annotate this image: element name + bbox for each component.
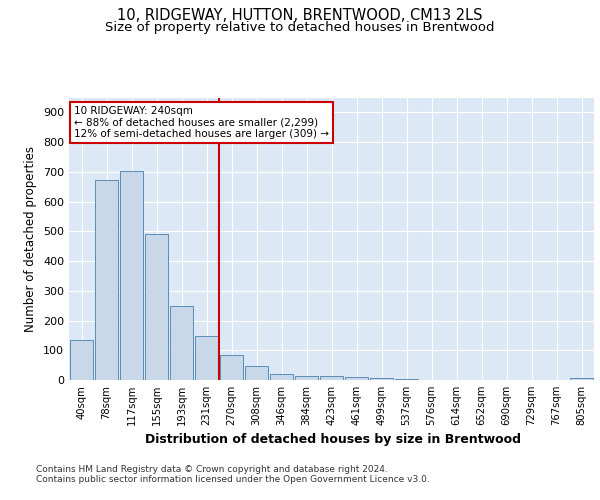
- Bar: [320, 376, 343, 380]
- Bar: [569, 378, 593, 380]
- Text: Distribution of detached houses by size in Brentwood: Distribution of detached houses by size …: [145, 432, 521, 446]
- Bar: [344, 377, 368, 380]
- Bar: [145, 234, 169, 380]
- Bar: [370, 378, 394, 380]
- Bar: [70, 340, 94, 380]
- Bar: [170, 306, 193, 380]
- Bar: [194, 336, 218, 380]
- Bar: [95, 180, 118, 380]
- Text: 10 RIDGEWAY: 240sqm
← 88% of detached houses are smaller (2,299)
12% of semi-det: 10 RIDGEWAY: 240sqm ← 88% of detached ho…: [74, 106, 329, 139]
- Text: Contains HM Land Registry data © Crown copyright and database right 2024.
Contai: Contains HM Land Registry data © Crown c…: [36, 465, 430, 484]
- Bar: [245, 366, 268, 380]
- Bar: [119, 171, 143, 380]
- Text: 10, RIDGEWAY, HUTTON, BRENTWOOD, CM13 2LS: 10, RIDGEWAY, HUTTON, BRENTWOOD, CM13 2L…: [117, 8, 483, 22]
- Y-axis label: Number of detached properties: Number of detached properties: [25, 146, 37, 332]
- Bar: [269, 374, 293, 380]
- Text: Size of property relative to detached houses in Brentwood: Size of property relative to detached ho…: [105, 21, 495, 34]
- Bar: [220, 354, 244, 380]
- Bar: [295, 376, 319, 380]
